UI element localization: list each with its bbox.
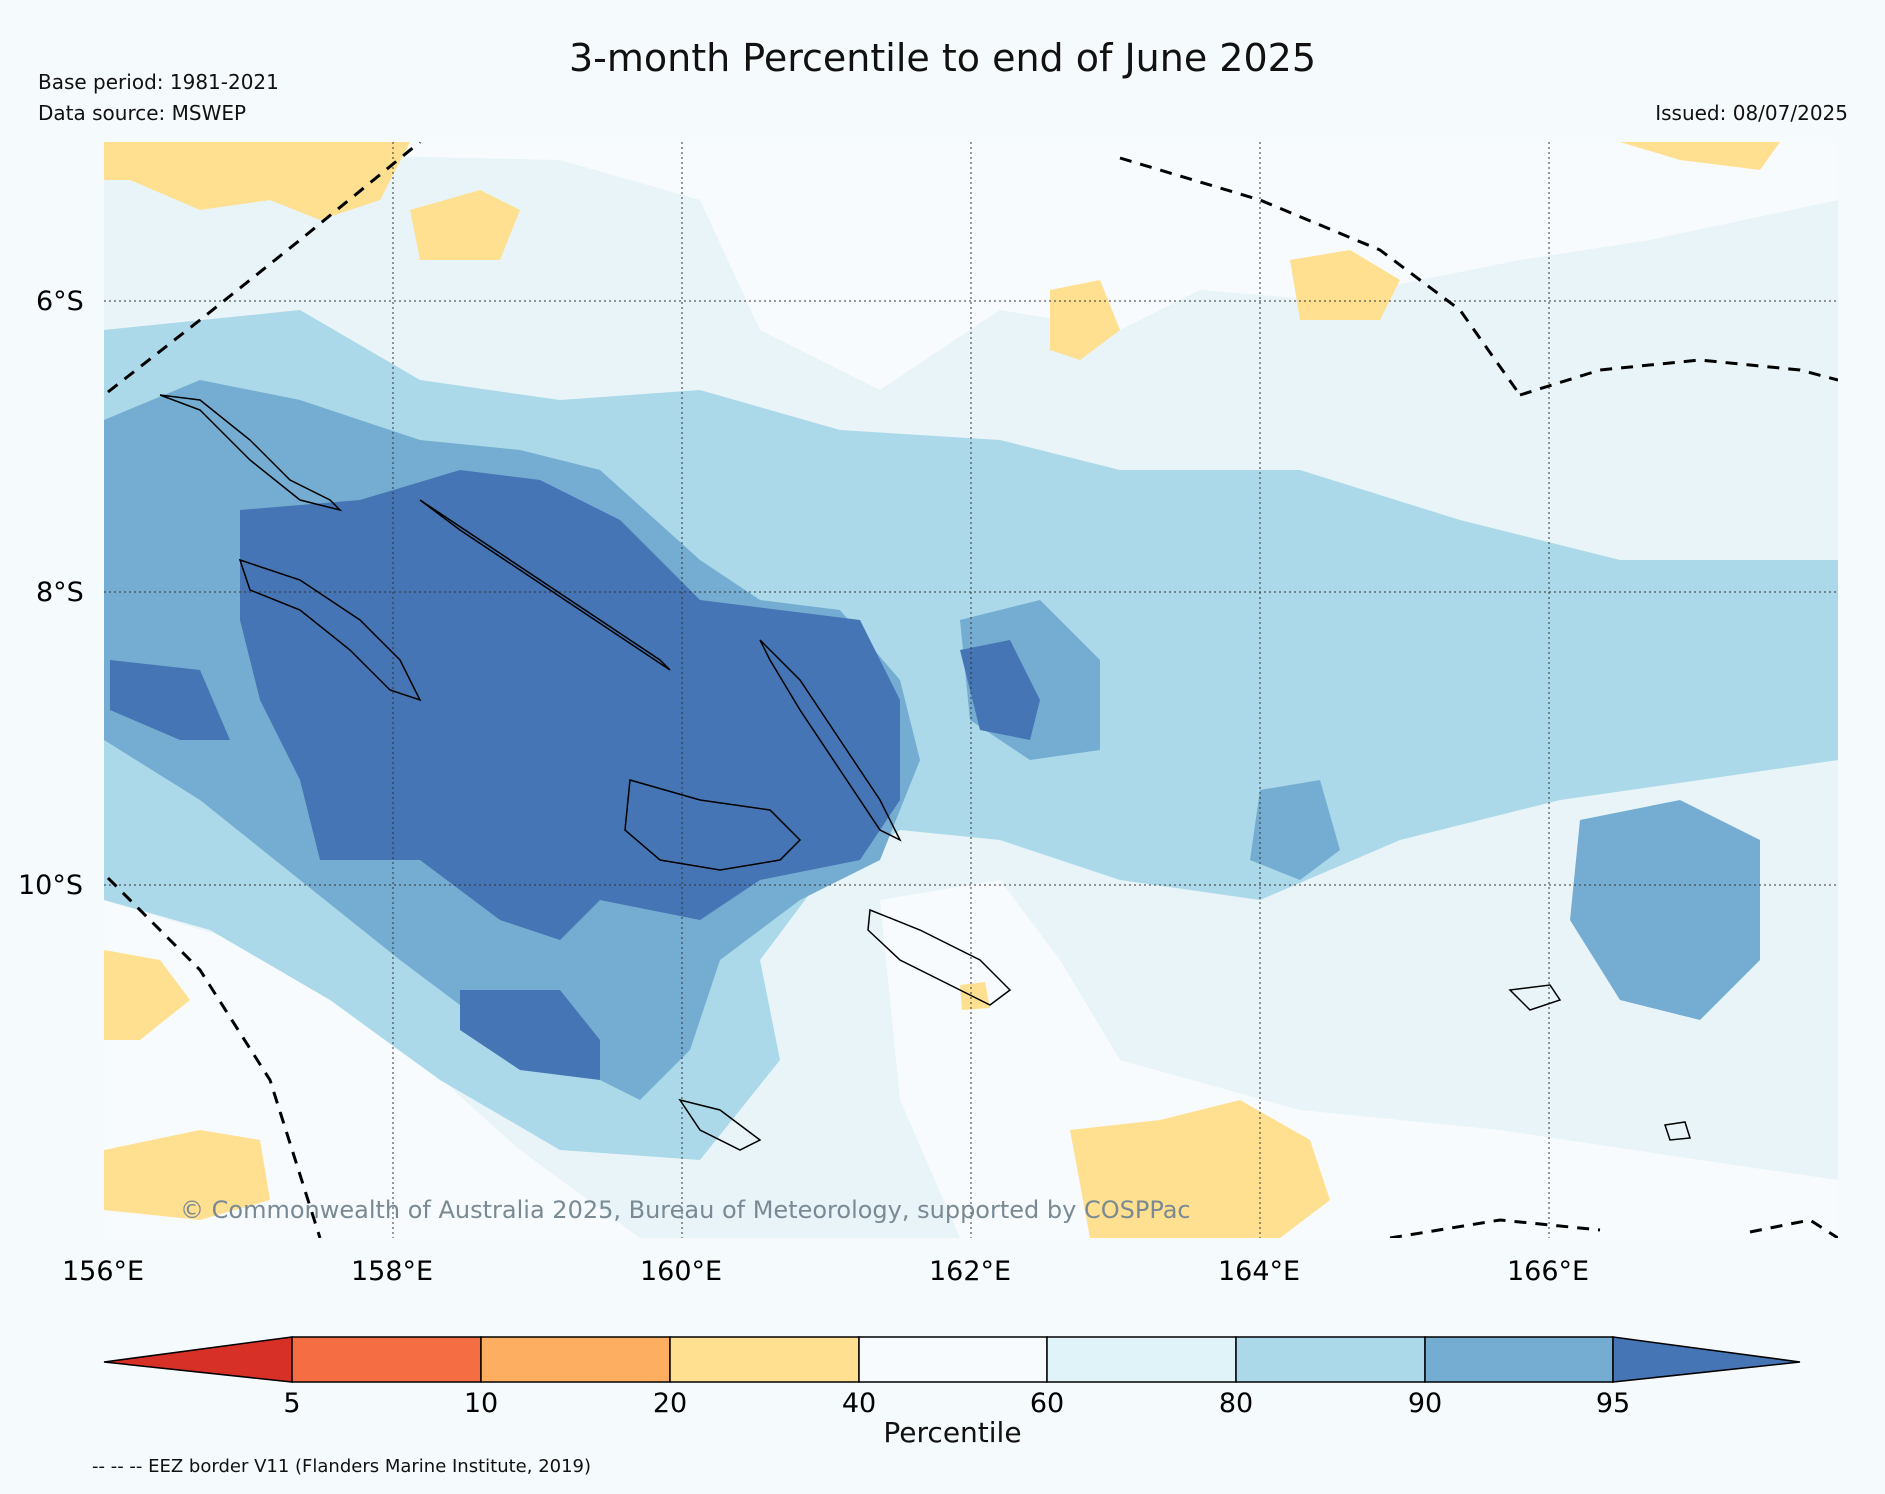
colorbar (103, 1336, 1801, 1383)
colorbar-segment-5-10 (291, 1336, 482, 1383)
zone-40-60-north (104, 142, 1838, 390)
cbar-tick-10: 10 (464, 1388, 498, 1419)
colorbar-segment-80-90 (1235, 1336, 1426, 1383)
issued-date: Issued: 08/07/2025 (1655, 101, 1848, 125)
base-period-note: Base period: 1981-2021 (38, 70, 279, 94)
zone-20-40-n3 (1290, 250, 1400, 320)
colorbar-segment-40-60 (858, 1336, 1048, 1383)
cbar-tick-80: 80 (1219, 1388, 1253, 1419)
cbar-tick-20: 20 (653, 1388, 687, 1419)
island-new-georgia (238, 558, 422, 702)
island-makira (867, 908, 1012, 1006)
island-malaita (759, 639, 902, 842)
lon-label-166e: 166°E (1507, 1256, 1589, 1287)
cbar-tick-5: 5 (283, 1388, 300, 1419)
colorbar-title: Percentile (883, 1416, 1022, 1449)
lon-label-156e: 156°E (62, 1256, 144, 1287)
zone-90-95-far-east (1570, 800, 1760, 1020)
zone-20-40-ne (1620, 142, 1780, 170)
lon-label-162e: 162°E (929, 1256, 1011, 1287)
eez-legend-note: -- -- -- EEZ border V11 (Flanders Marine… (92, 1456, 592, 1477)
lon-label-160e: 160°E (640, 1256, 722, 1287)
cbar-tick-40: 40 (842, 1388, 876, 1419)
island-bougainville-chain (159, 394, 343, 512)
island-santa-cruz-2 (1664, 1121, 1691, 1141)
island-guadalcanal (624, 779, 802, 871)
colorbar-segment-over (1612, 1336, 1801, 1383)
lon-label-158e: 158°E (351, 1256, 433, 1287)
zone-above-95-s (460, 990, 600, 1080)
zone-above-95-e (960, 640, 1040, 740)
zone-20-40-se (1070, 1100, 1330, 1238)
cbar-tick-60: 60 (1030, 1388, 1064, 1419)
graticule (104, 142, 1838, 1238)
zone-20-40-n1 (410, 190, 520, 260)
zone-20-40-nw (104, 142, 410, 220)
island-santa-cruz-1 (1508, 984, 1562, 1011)
zone-20-40-sw (104, 950, 190, 1040)
zone-20-40-n2 (1050, 280, 1120, 360)
colorbar-segment-under (103, 1336, 293, 1383)
map-title: 3-month Percentile to end of June 2025 (569, 36, 1316, 80)
lat-label-10s: 10°S (18, 870, 83, 901)
lat-label-8s: 8°S (36, 577, 84, 608)
colorbar-segment-60-80 (1046, 1336, 1237, 1383)
colorbar-segment-90-95 (1424, 1336, 1614, 1383)
data-source-note: Data source: MSWEP (38, 101, 247, 125)
colorbar-segment-10-20 (480, 1336, 671, 1383)
cbar-tick-95: 95 (1596, 1388, 1630, 1419)
island-rennell (678, 1098, 762, 1151)
lat-label-6s: 6°S (36, 286, 84, 317)
zone-20-40-sw2 (104, 1130, 270, 1220)
copyright-note: © Commonwealth of Australia 2025, Bureau… (180, 1196, 1191, 1224)
zone-above-95 (240, 470, 900, 940)
land-outlines (159, 394, 1691, 1151)
cbar-tick-90: 90 (1408, 1388, 1442, 1419)
map-panel (104, 142, 1838, 1238)
zone-above-95-w (110, 660, 230, 740)
eez-borders (106, 142, 1838, 1238)
zone-90-95-mid (1250, 780, 1340, 880)
colorbar-segment-20-40 (669, 1336, 860, 1383)
lon-label-164e: 164°E (1218, 1256, 1300, 1287)
zone-20-40-small (960, 982, 990, 1010)
island-santa-isabel (419, 499, 671, 671)
